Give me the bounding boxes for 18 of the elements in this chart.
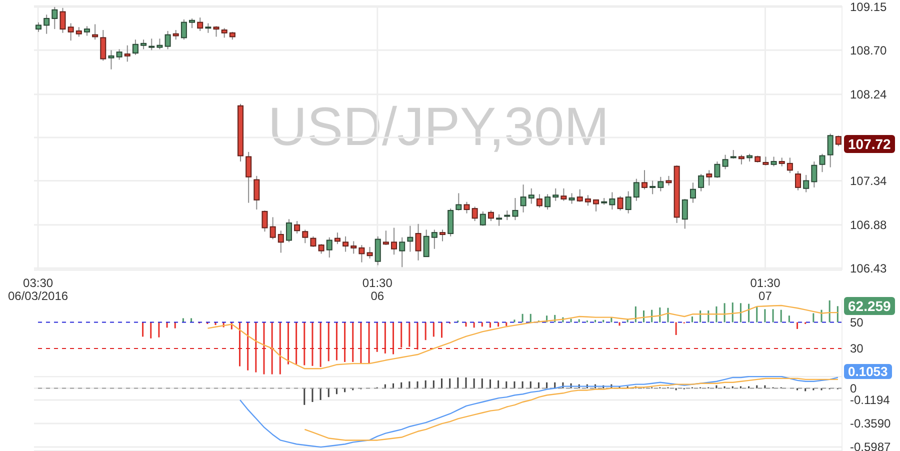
x-tick-label: 03:30 06/03/2016 <box>8 276 68 303</box>
y-tick-label: -0.3590 <box>850 416 892 431</box>
y-tick-label: 107.34 <box>850 174 888 188</box>
text: 62.259 <box>844 297 895 316</box>
x-tick-label: 01:30 07 <box>750 276 781 303</box>
y-tick-label: 0 <box>850 382 857 396</box>
y-tick-label: 106.88 <box>850 218 888 232</box>
y-tick-label: -0.1194 <box>850 393 890 408</box>
y-tick-label: 108.70 <box>850 43 888 58</box>
y-tick-label: 50 <box>850 316 864 330</box>
text: 107.72 <box>844 135 895 154</box>
y-tick-label: 106.43 <box>850 261 888 276</box>
y-tick-label: 108.24 <box>850 88 888 102</box>
x-tick-label: 01:30 06 <box>362 276 393 303</box>
y-tick-label: -0.5987 <box>850 440 892 451</box>
y-tick-label: 109.15 <box>850 0 888 14</box>
y-tick-label: 30 <box>850 342 864 356</box>
text: 0.1053 <box>844 364 892 380</box>
